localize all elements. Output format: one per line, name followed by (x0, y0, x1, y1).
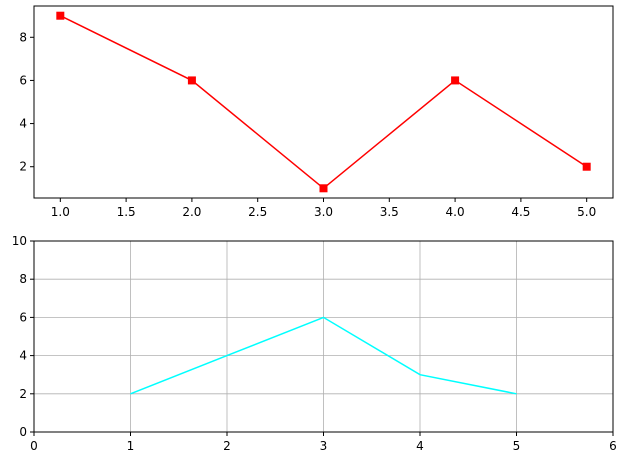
x-tick-label: 1.5 (117, 205, 136, 219)
y-tick-label: 8 (19, 30, 27, 44)
x-tick-label: 4.5 (511, 205, 530, 219)
x-tick-label: 4.0 (446, 205, 465, 219)
x-tick-label: 6 (609, 439, 617, 453)
marker (451, 76, 460, 85)
x-tick-label: 3.0 (314, 205, 333, 219)
x-tick-label: 2 (223, 439, 231, 453)
x-tick-label: 4 (416, 439, 424, 453)
y-tick-label: 8 (19, 272, 27, 286)
y-tick-label: 4 (19, 117, 27, 131)
y-tick-label: 6 (19, 310, 27, 324)
marker (56, 11, 65, 20)
marker (187, 76, 196, 85)
x-tick-label: 5.0 (577, 205, 596, 219)
y-tick-label: 4 (19, 349, 27, 363)
axes-frame (33, 240, 614, 433)
x-tick-label: 5 (513, 439, 521, 453)
y-tick-label: 2 (19, 160, 27, 174)
x-tick-label: 2.0 (182, 205, 201, 219)
y-tick-label: 6 (19, 73, 27, 87)
marker (319, 184, 328, 193)
y-tick-label: 0 (19, 425, 27, 439)
x-tick-label: 1 (127, 439, 135, 453)
x-tick-label: 2.5 (248, 205, 267, 219)
y-tick-label: 2 (19, 387, 27, 401)
axes-frame (33, 5, 614, 199)
x-tick-label: 1.0 (51, 205, 70, 219)
x-tick-label: 3 (320, 439, 328, 453)
x-tick-label: 0 (30, 439, 38, 453)
y-tick-label: 10 (12, 234, 27, 248)
line (59, 15, 588, 190)
x-tick-label: 3.5 (380, 205, 399, 219)
marker (582, 162, 591, 171)
line (130, 316, 517, 395)
